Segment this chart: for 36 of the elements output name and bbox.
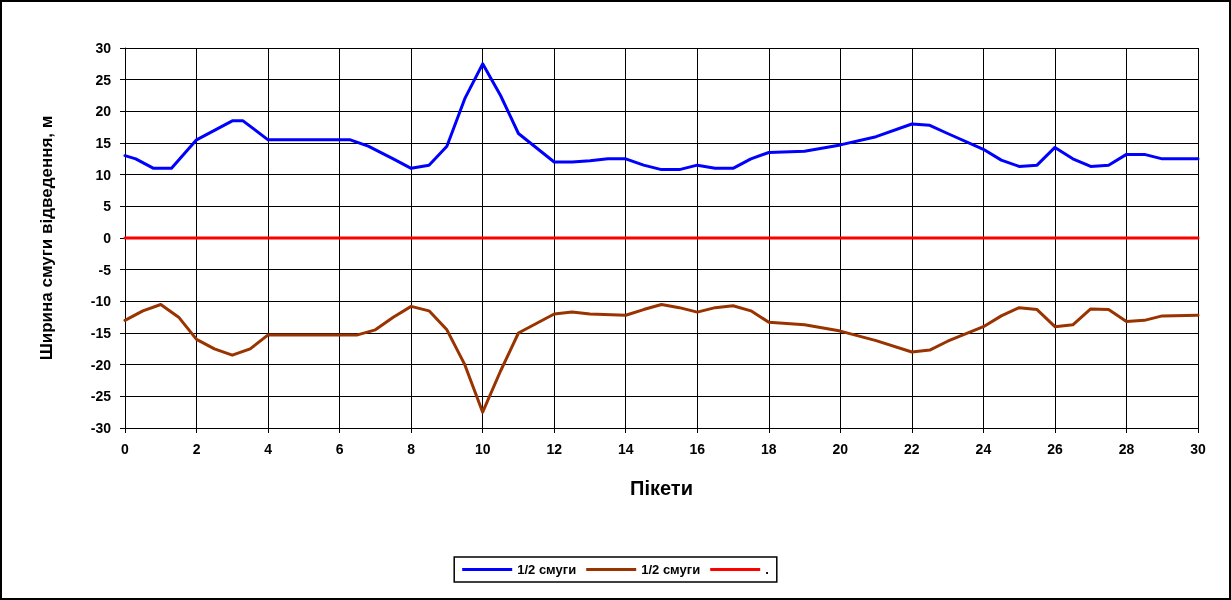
- y-tick-label: -30: [90, 420, 112, 436]
- y-tick-label: -20: [90, 356, 112, 373]
- y-tick-label: 20: [95, 103, 112, 120]
- x-tick-label: 30: [1190, 441, 1206, 457]
- x-tick-label: 6: [335, 441, 344, 457]
- x-tick-label: 8: [407, 441, 416, 457]
- x-tick-label: 4: [264, 441, 273, 457]
- y-tick-label: 0: [103, 230, 112, 246]
- x-tick-label: 20: [832, 441, 849, 457]
- x-axis-title: Пікети: [630, 477, 693, 499]
- legend-label: .: [765, 562, 769, 577]
- x-tick-label: 12: [546, 441, 563, 457]
- x-tick-label: 22: [904, 441, 920, 457]
- line-series: [123, 62, 1200, 172]
- y-tick-label: 30: [95, 40, 112, 56]
- y-tick-label: -10: [90, 293, 112, 310]
- legend-label: 1/2 смуги: [641, 562, 701, 577]
- x-tick-label: 24: [975, 441, 992, 457]
- x-tick-label: 0: [121, 441, 130, 457]
- y-tick-label: 10: [95, 166, 112, 183]
- x-tick-label: 26: [1047, 441, 1063, 457]
- y-tick-label: 15: [95, 135, 112, 151]
- line-series: [123, 303, 1200, 414]
- y-tick-label: 5: [103, 198, 112, 215]
- x-tick-label: 28: [1118, 441, 1135, 457]
- x-tick-label: 10: [474, 441, 491, 457]
- legend-label: 1/2 смуги: [517, 562, 577, 577]
- y-tick-label: -15: [90, 325, 112, 341]
- x-tick-label: 16: [689, 441, 706, 457]
- y-tick-label: 25: [95, 71, 112, 88]
- y-axis-title: Ширина смуги відведення, м: [37, 115, 56, 361]
- x-tick-label: 18: [761, 441, 777, 457]
- x-tick-label: 2: [192, 441, 201, 457]
- x-tick-label: 14: [617, 441, 634, 457]
- y-tick-label: -5: [98, 261, 112, 278]
- y-tick-label: -25: [90, 388, 112, 405]
